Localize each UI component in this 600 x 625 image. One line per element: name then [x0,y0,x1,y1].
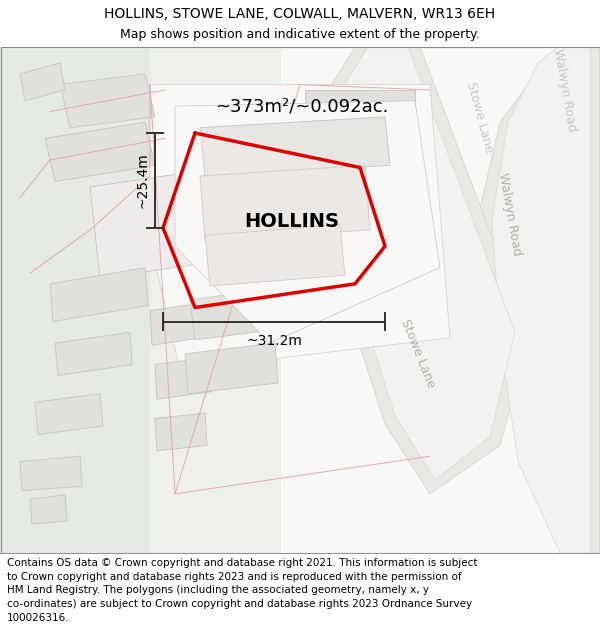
Text: Stowe Lane: Stowe Lane [464,80,496,154]
Polygon shape [90,171,210,279]
Polygon shape [50,268,148,321]
Text: Stowe Lane: Stowe Lane [398,318,437,390]
Polygon shape [480,47,600,553]
Polygon shape [190,286,295,340]
Polygon shape [20,456,82,491]
Text: Map shows position and indicative extent of the property.: Map shows position and indicative extent… [120,28,480,41]
Polygon shape [163,133,385,308]
Polygon shape [200,117,390,176]
Polygon shape [305,90,415,128]
Text: HOLLINS, STOWE LANE, COLWALL, MALVERN, WR13 6EH: HOLLINS, STOWE LANE, COLWALL, MALVERN, W… [104,7,496,21]
Polygon shape [205,224,345,286]
Polygon shape [55,332,132,376]
Polygon shape [185,343,278,394]
Polygon shape [200,166,370,241]
Polygon shape [155,413,207,451]
Polygon shape [295,47,530,494]
Polygon shape [20,63,65,101]
Polygon shape [45,122,155,181]
Polygon shape [0,47,200,553]
Text: ~31.2m: ~31.2m [246,334,302,349]
Text: Walwyn Road: Walwyn Road [551,48,578,132]
Polygon shape [35,394,103,434]
Polygon shape [155,357,212,399]
Polygon shape [145,84,450,370]
Polygon shape [492,47,590,553]
Polygon shape [175,101,440,343]
Polygon shape [295,133,415,192]
Polygon shape [30,495,67,524]
Polygon shape [150,47,280,553]
Text: Walwyn Road: Walwyn Road [496,171,524,256]
Polygon shape [308,47,515,480]
Polygon shape [150,303,202,345]
Polygon shape [200,47,600,553]
Text: Contains OS data © Crown copyright and database right 2021. This information is : Contains OS data © Crown copyright and d… [7,558,478,622]
Text: ~373m²/~0.092ac.: ~373m²/~0.092ac. [215,97,388,115]
Polygon shape [60,74,155,128]
Text: HOLLINS: HOLLINS [245,212,340,231]
Text: ~25.4m: ~25.4m [135,152,149,208]
Polygon shape [310,127,415,214]
